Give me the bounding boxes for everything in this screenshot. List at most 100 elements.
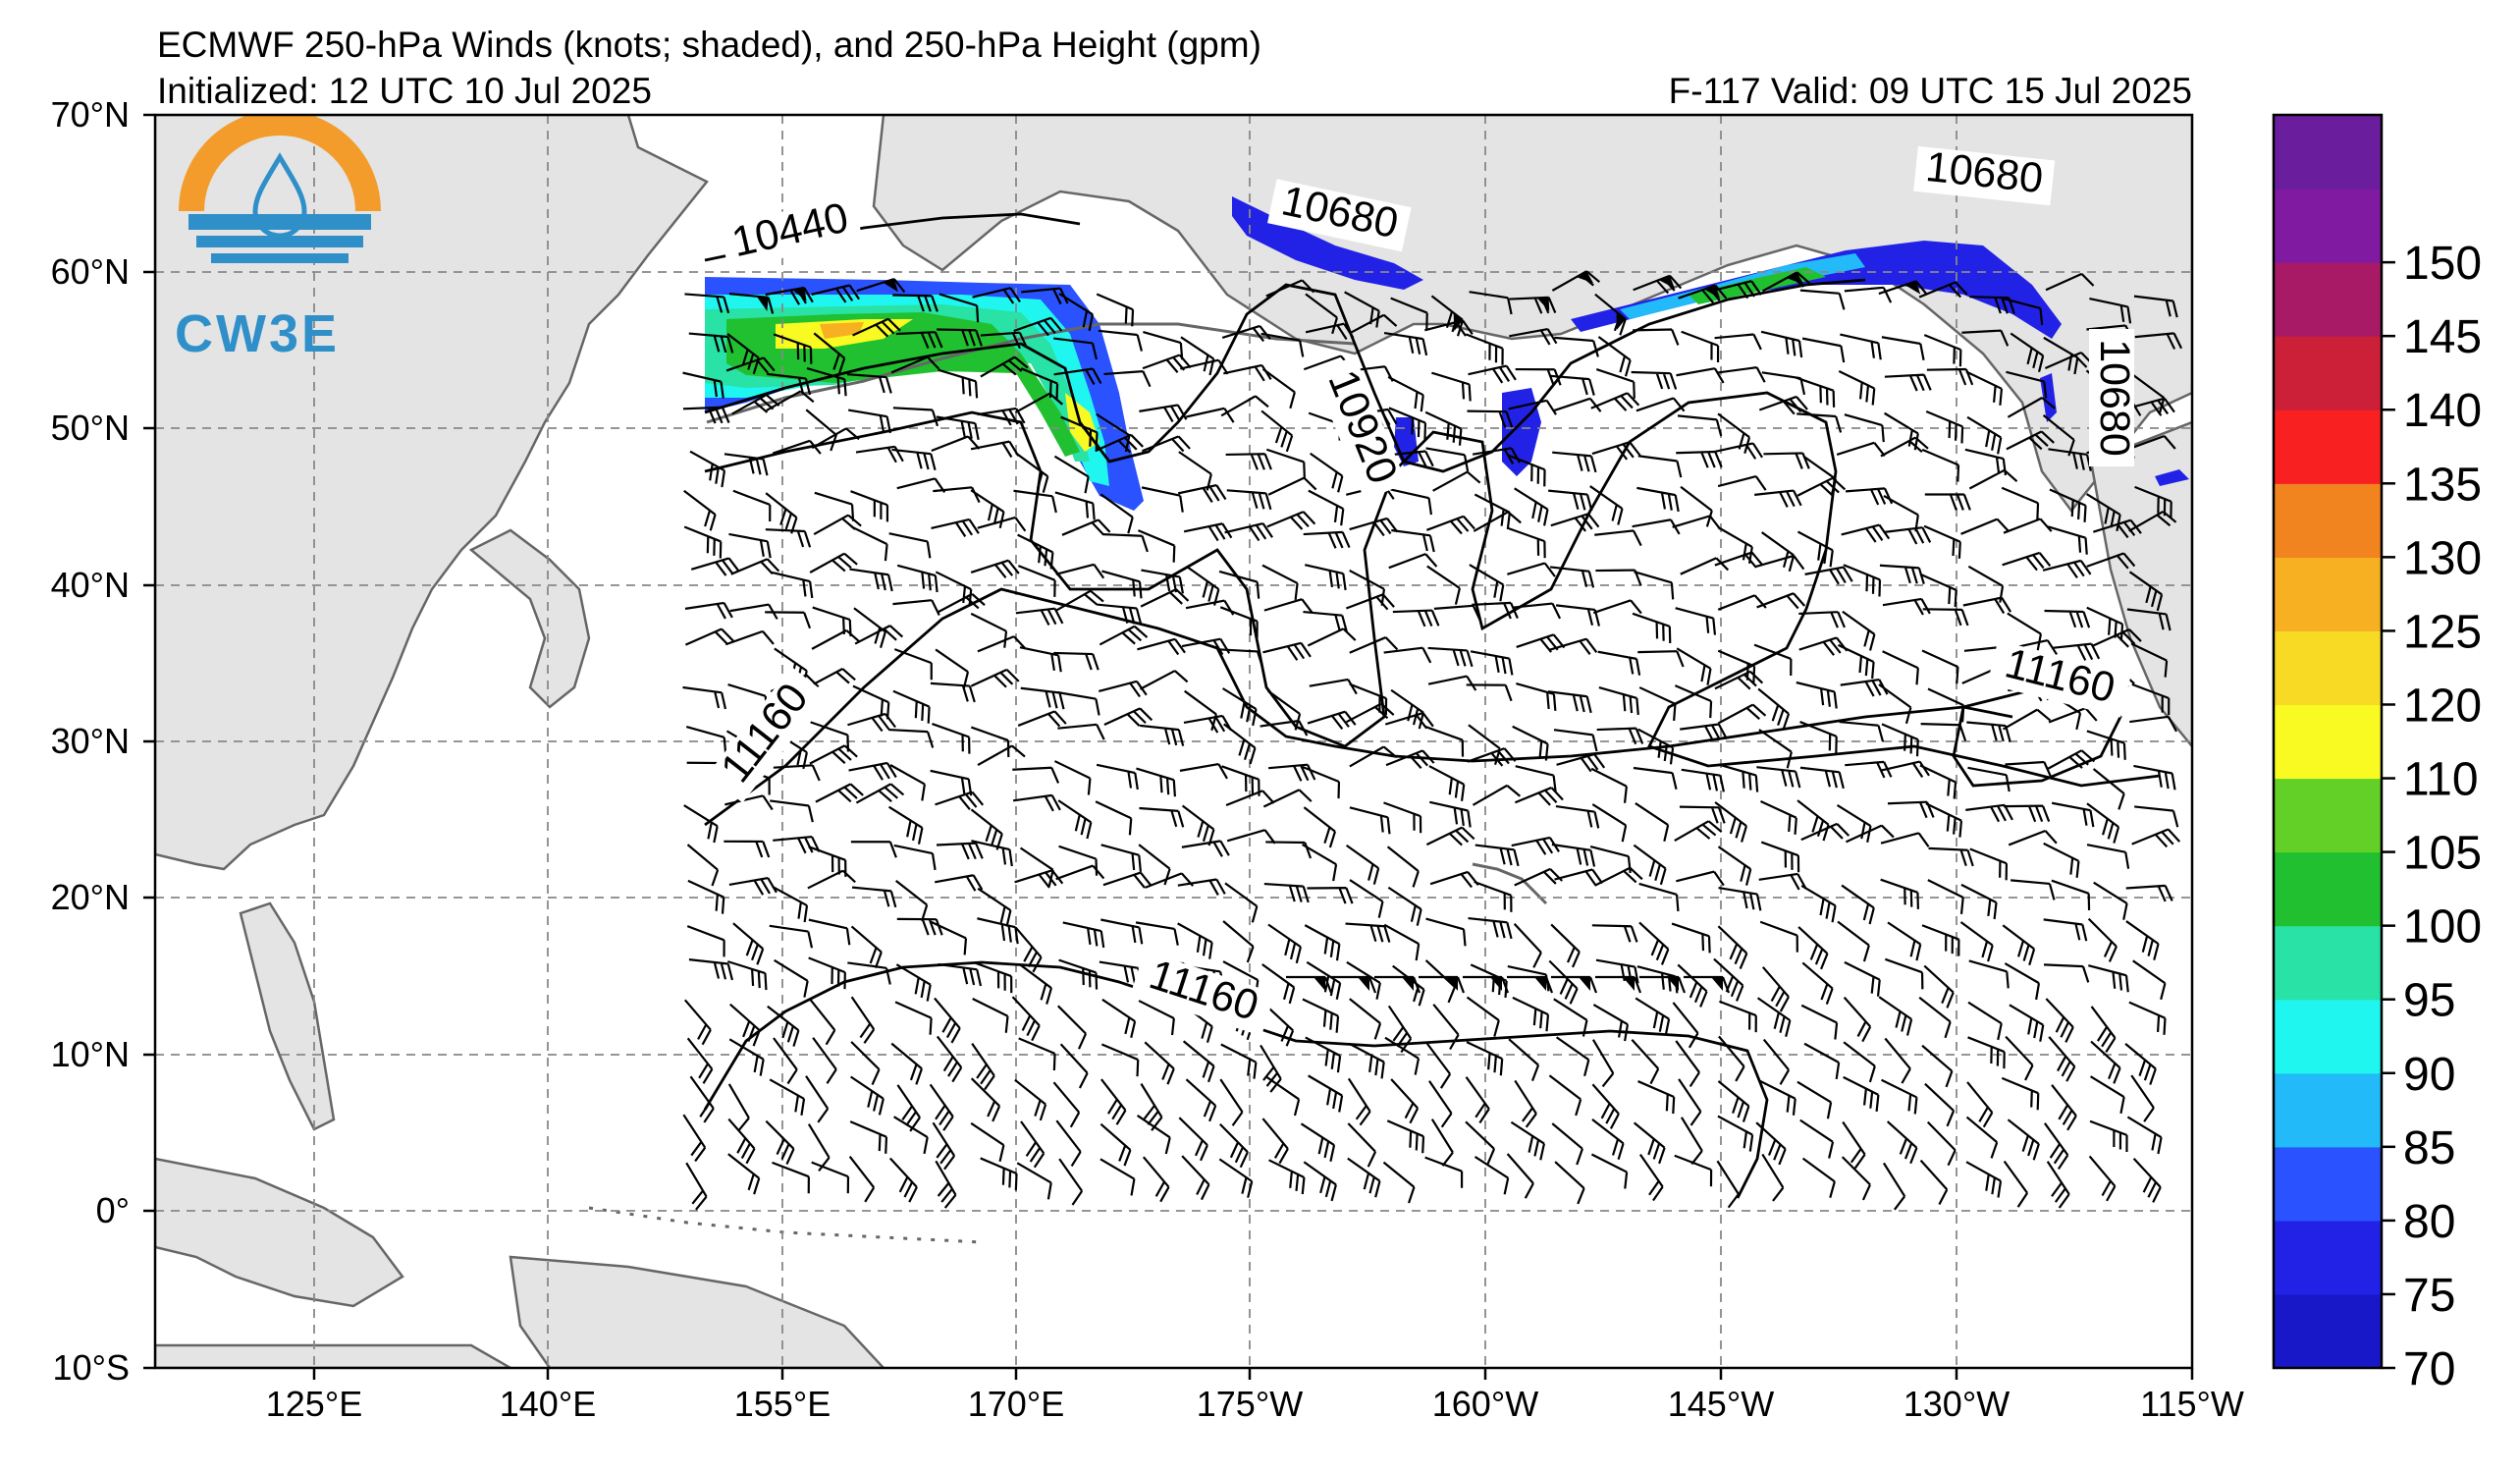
wind-barb bbox=[1384, 712, 1434, 730]
wind-barb bbox=[1594, 866, 1643, 887]
wind-barb bbox=[1684, 975, 1731, 994]
colorbar-swatch bbox=[2274, 409, 2382, 484]
wind-barb bbox=[1221, 687, 1258, 727]
wind-barb bbox=[769, 1078, 806, 1116]
wind-barb bbox=[1924, 1082, 1956, 1127]
wind-barb bbox=[1349, 998, 1382, 1040]
wind-barb bbox=[2003, 1160, 2029, 1208]
wind-barb bbox=[1755, 1121, 1787, 1166]
wind-barb bbox=[2089, 297, 2132, 324]
wind-barb bbox=[1177, 484, 1227, 504]
wind-barb bbox=[685, 725, 727, 754]
wind-barb bbox=[1056, 690, 1100, 716]
wind-barb bbox=[1801, 1157, 1836, 1198]
wind-barb bbox=[1139, 670, 1189, 690]
wind-barb bbox=[977, 516, 1027, 532]
wind-barb bbox=[977, 917, 1019, 945]
wind-barb bbox=[1714, 670, 1764, 690]
wind-barb bbox=[773, 333, 813, 364]
wind-barb bbox=[805, 1075, 830, 1123]
wind-barb bbox=[1551, 975, 1598, 994]
wind-barb bbox=[1060, 415, 1099, 450]
wind-barb bbox=[2002, 924, 2036, 966]
wind-barb bbox=[1918, 996, 1952, 1039]
wind-barb bbox=[2049, 488, 2087, 522]
wind-barb bbox=[2086, 493, 2121, 532]
wind-barb bbox=[2132, 1157, 2162, 1203]
wind-barb bbox=[726, 333, 760, 375]
wind-barb bbox=[1012, 793, 1061, 812]
wind-barb bbox=[1880, 878, 1919, 909]
logo-text: CW3E bbox=[175, 304, 340, 363]
wind-barb bbox=[1680, 723, 1728, 741]
wind-barb bbox=[2011, 879, 2056, 900]
wind-barb bbox=[2086, 730, 2126, 760]
wind-barb bbox=[1755, 554, 1805, 571]
wind-barb bbox=[1551, 843, 1596, 867]
wind-barb bbox=[980, 331, 1028, 350]
wind-barb bbox=[1425, 917, 1467, 947]
colorbar-ticks: 70 75 80 85 90 95 100 105 110 120 125 130 135 140 145 1… bbox=[2382, 238, 2482, 1395]
wind-barb bbox=[1514, 787, 1564, 806]
wind-barb bbox=[808, 956, 846, 990]
wind-barb bbox=[1756, 766, 1801, 789]
wind-barb bbox=[848, 1156, 876, 1203]
wind-barb bbox=[1300, 1122, 1336, 1162]
wind-barb bbox=[1843, 996, 1872, 1043]
wind-barb bbox=[1100, 1078, 1127, 1125]
wind-barb bbox=[727, 1083, 750, 1132]
wind-barb bbox=[970, 1121, 1005, 1162]
wind-barb bbox=[1469, 291, 1513, 315]
contour-10680-west bbox=[704, 278, 1866, 473]
wind-barb bbox=[1926, 1120, 1957, 1167]
wind-barb bbox=[1383, 923, 1421, 961]
wind-barb bbox=[809, 999, 836, 1046]
wind-barb bbox=[773, 1037, 798, 1085]
wind-barb bbox=[1844, 413, 1885, 443]
wind-barb bbox=[2093, 881, 2128, 920]
wind-barb bbox=[1260, 409, 1294, 453]
wind-barb bbox=[732, 922, 765, 965]
wind-barb bbox=[1101, 570, 1143, 599]
wind-barb bbox=[2003, 518, 2053, 534]
wind-barb bbox=[724, 840, 771, 858]
lon-label: 125°E bbox=[266, 1384, 362, 1424]
wind-barb bbox=[1591, 1039, 1615, 1088]
wind-barb bbox=[1800, 1004, 1839, 1040]
wind-barb bbox=[2092, 627, 2142, 648]
wind-barb bbox=[1968, 468, 2018, 490]
wind-barb bbox=[1345, 593, 1395, 611]
wind-barb bbox=[1221, 324, 1271, 343]
wind-barb bbox=[1018, 1037, 1056, 1071]
land-new-guinea bbox=[509, 1255, 885, 1368]
wind-barb bbox=[1349, 517, 1399, 537]
wind-barb bbox=[1884, 1037, 1911, 1084]
colorbar-swatch bbox=[2274, 336, 2382, 410]
wind-barb bbox=[683, 804, 719, 844]
map-gridlines bbox=[155, 115, 2192, 1368]
wind-barb bbox=[2128, 1001, 2167, 1035]
wind-barb bbox=[1424, 959, 1456, 1004]
wind-barb bbox=[765, 528, 812, 548]
wind-barb bbox=[724, 629, 775, 646]
wind-barb bbox=[1798, 611, 1846, 628]
wind-barb bbox=[1671, 922, 1711, 954]
wind-barb bbox=[1676, 647, 1712, 685]
wind-barb bbox=[931, 518, 980, 537]
wind-barb bbox=[1472, 601, 1519, 620]
wind-barb bbox=[1097, 603, 1143, 626]
wind-barb bbox=[937, 328, 983, 347]
wind-barb bbox=[1796, 1080, 1833, 1119]
wind-barb bbox=[1140, 724, 1185, 746]
wind-barb bbox=[1303, 530, 1351, 549]
wind-barb bbox=[1965, 1161, 2003, 1198]
wind-barb bbox=[1966, 415, 2003, 455]
wind-barb bbox=[1186, 565, 1220, 606]
wind-barb bbox=[1305, 1036, 1342, 1073]
wind-barb bbox=[1053, 337, 1099, 360]
wind-barb bbox=[1463, 975, 1510, 994]
wind-barb bbox=[891, 448, 937, 470]
wind-barb bbox=[1595, 975, 1642, 994]
wind-barb bbox=[1796, 799, 1830, 842]
wind-barb bbox=[727, 1118, 756, 1165]
